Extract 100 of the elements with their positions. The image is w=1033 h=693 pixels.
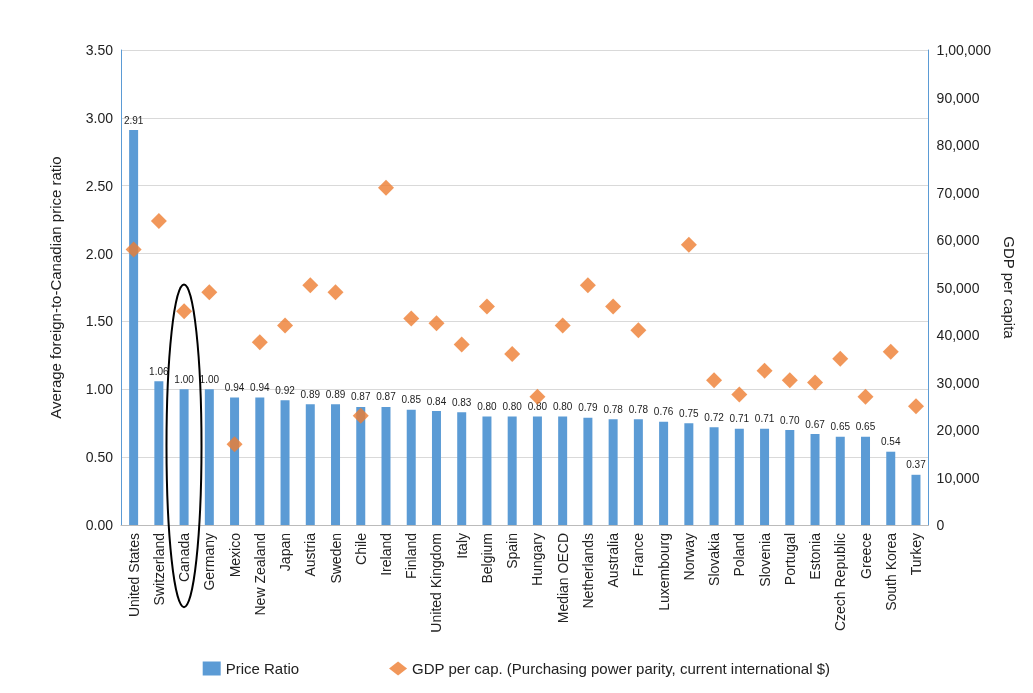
y-tick-label: 1.00: [85, 381, 114, 398]
y2-axis-title: GDP per capita: [1001, 236, 1018, 340]
bar: [861, 436, 871, 525]
x-tick-label: Chile: [352, 532, 369, 565]
x-tick-label: Austria: [302, 532, 319, 577]
legend-label: Price Ratio: [225, 660, 300, 677]
point: [403, 310, 420, 327]
bar: [532, 416, 542, 525]
x-tick-label: Germany: [201, 533, 218, 591]
x-tick-label: Netherlands: [579, 533, 596, 609]
y-tick-label: 1.50: [85, 313, 114, 330]
bar: [154, 381, 164, 525]
y-tick-label: 2.50: [85, 177, 114, 194]
bar: [331, 404, 341, 525]
data-label: 0.80: [477, 400, 498, 412]
bar: [457, 412, 467, 525]
data-label: 0.71: [754, 413, 775, 425]
bar: [129, 130, 139, 525]
point: [882, 343, 899, 360]
bar: [684, 423, 694, 525]
point: [251, 334, 268, 351]
bar: [230, 397, 240, 525]
bar: [659, 421, 669, 525]
point: [781, 372, 798, 389]
point: [731, 386, 748, 403]
x-tick-label: United States: [125, 533, 142, 618]
bar: [406, 409, 416, 525]
point: [579, 277, 596, 294]
x-tick-label: Poland: [731, 533, 748, 577]
x-tick-label: Portugal: [781, 533, 798, 586]
bar: [482, 416, 492, 525]
point: [605, 298, 622, 315]
x-tick-label: Luxembourg: [655, 533, 672, 611]
data-label: 0.89: [300, 388, 321, 400]
point: [125, 241, 142, 258]
x-tick-label: Slovakia: [706, 532, 723, 586]
bar: [810, 434, 820, 525]
x-tick-label: Australia: [605, 532, 622, 588]
data-label: 0.65: [830, 421, 851, 433]
point: [706, 372, 723, 389]
point: [176, 303, 193, 320]
y2-tick-label: 60,000: [936, 232, 980, 248]
data-label: 0.37: [906, 459, 927, 471]
y2-tick-label: 20,000: [936, 422, 980, 438]
point: [857, 388, 874, 405]
data-label: 0.72: [704, 411, 725, 423]
x-tick-label: Estonia: [807, 532, 824, 580]
x-tick-label: Japan: [277, 533, 294, 572]
x-tick-label: Turkey: [907, 533, 924, 576]
point: [907, 398, 924, 415]
y2-tick-label: 10,000: [936, 469, 980, 486]
y2-tick-label: 90,000: [936, 89, 980, 106]
y-tick-label: 3.50: [85, 42, 114, 58]
bar: [760, 428, 770, 525]
bar: [305, 404, 315, 525]
x-tick-label: Hungary: [529, 533, 546, 586]
bar: [356, 406, 366, 525]
x-tick-label: Belgium: [478, 533, 495, 584]
data-label: 0.78: [603, 403, 624, 415]
data-label: 0.80: [502, 400, 523, 412]
data-label: 2.91: [123, 114, 144, 126]
data-label: 0.65: [855, 421, 876, 433]
bar: [179, 389, 189, 525]
point: [453, 336, 470, 353]
data-label: 0.80: [527, 400, 548, 412]
x-tick-label: France: [630, 532, 647, 577]
data-label: 0.78: [628, 403, 649, 415]
data-label: 0.54: [881, 436, 901, 448]
data-label: 0.83: [451, 396, 472, 408]
x-tick-label: Norway: [680, 533, 697, 581]
point: [226, 436, 243, 453]
x-tick-label: Ireland: [377, 533, 394, 576]
point: [504, 346, 521, 362]
bar: [507, 416, 517, 525]
x-tick-label: Spain: [504, 533, 521, 569]
bar: [431, 411, 441, 525]
bar: [734, 428, 744, 525]
point: [377, 179, 394, 196]
data-label: 0.67: [805, 418, 826, 430]
data-label: 0.87: [376, 391, 397, 403]
data-label: 0.94: [250, 381, 270, 393]
x-tick-label: Canada: [176, 532, 193, 583]
x-tick-label: New Zealand: [251, 533, 268, 616]
bar: [558, 416, 568, 525]
x-tick-label: United Kingdom: [428, 533, 445, 633]
point: [807, 374, 824, 391]
x-tick-label: Sweden: [327, 533, 344, 584]
x-tick-label: Finland: [403, 533, 420, 579]
data-label: 0.75: [679, 407, 700, 419]
point: [352, 407, 369, 424]
y2-tick-label: 40,000: [936, 327, 980, 343]
data-label: 0.70: [780, 414, 800, 426]
data-label: 0.71: [729, 413, 750, 425]
y2-tick-label: 80,000: [936, 137, 980, 153]
point: [832, 350, 849, 367]
point: [478, 298, 495, 315]
data-label: 1.00: [174, 373, 195, 385]
x-tick-label: Czech Republic: [832, 533, 849, 632]
point: [428, 315, 445, 332]
x-tick-label: Switzerland: [150, 533, 167, 606]
